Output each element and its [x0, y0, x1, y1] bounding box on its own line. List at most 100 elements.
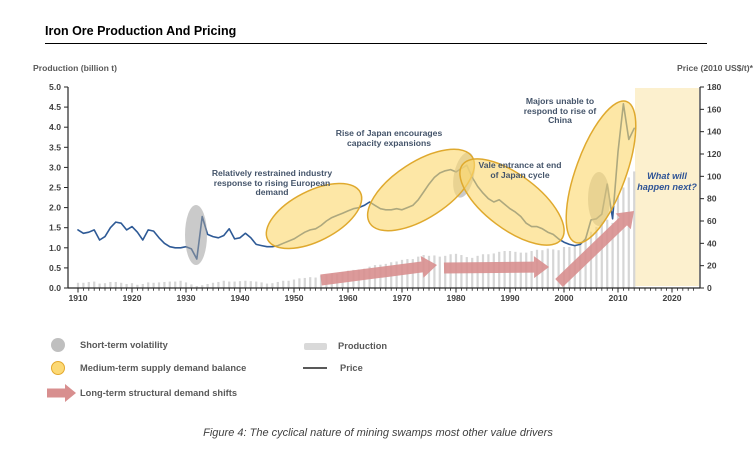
y-axis-tick-label: 1.5 [49, 223, 61, 233]
production-bar [211, 282, 215, 288]
production-bar [222, 280, 225, 288]
production-bar [201, 285, 204, 288]
x-axis-tick-label: 1990 [500, 293, 519, 303]
medium-term-balance-ellipse [265, 182, 363, 250]
production-bar [600, 221, 603, 288]
production-bar [557, 250, 560, 288]
y-axis-tick-label: 60 [707, 216, 717, 226]
y-axis-tick-label: 3.5 [49, 142, 61, 152]
production-bar [147, 282, 150, 288]
production-bar [552, 249, 555, 288]
production-bar [98, 283, 101, 288]
production-bar [298, 278, 301, 288]
legend-item-short-term: Short-term volatility [51, 338, 168, 352]
production-bar [217, 281, 220, 288]
x-axis-tick-label: 2020 [662, 293, 681, 303]
production-bar [627, 177, 630, 288]
production-bar [271, 283, 274, 288]
x-axis-tick-label: 1980 [446, 293, 465, 303]
production-bar [238, 281, 242, 288]
production-bar [562, 246, 566, 288]
y-axis-tick-label: 2.5 [49, 183, 61, 193]
production-bar [125, 283, 128, 288]
figure-title: Iron Ore Production And Pricing [45, 24, 707, 44]
legend-item-long-term: Long-term structural demand shifts [44, 384, 237, 402]
production-bar [438, 256, 441, 288]
y-axis-tick-label: 140 [707, 127, 722, 137]
production-bar [622, 187, 625, 288]
y-axis-tick-label: 80 [707, 194, 717, 204]
production-bar [595, 226, 598, 288]
production-bar [616, 195, 620, 288]
y-axis-tick-label: 5.0 [49, 82, 61, 92]
production-bar [141, 283, 144, 288]
production-bar-swatch-icon [304, 342, 327, 350]
forecast-band [635, 88, 699, 286]
production-bar [157, 282, 161, 288]
x-axis-tick-label: 1930 [176, 293, 195, 303]
chart-plot: 0.0 0.5 1.0 1.5 2.0 2.5 3.0 3.5 4.0 4.5 5.0 0 20 40 60… [49, 82, 722, 303]
production-bar [292, 279, 296, 288]
production-bar [633, 171, 636, 288]
right-axis-title: Price (2010 US$/t)* [677, 63, 753, 73]
chart-annotation: Relatively restrained industry response … [211, 168, 333, 198]
production-bar [314, 277, 317, 288]
production-bar [93, 281, 96, 288]
production-bar [249, 281, 252, 288]
production-bar [184, 282, 188, 288]
pink-arrow-icon [47, 384, 76, 402]
y-axis-tick-label: 1.0 [49, 243, 61, 253]
y-axis-tick-label: 40 [707, 238, 717, 248]
price-line-swatch-icon [303, 367, 327, 369]
medium-term-balance-ellipse [565, 100, 637, 244]
chart-annotation: Vale entrance at end of Japan cycle [478, 160, 562, 180]
production-bar [233, 281, 236, 288]
chart-annotation: Majors unable to respond to rise of Chin… [523, 96, 597, 126]
production-bar [130, 283, 134, 288]
production-bar [276, 281, 279, 288]
x-axis-tick-label: 1960 [338, 293, 357, 303]
production-bar [255, 281, 258, 288]
production-bar [287, 280, 290, 288]
grey-circle-icon [51, 338, 65, 352]
x-axis-tick-label: 1910 [68, 293, 87, 303]
y-axis-tick-label: 180 [707, 82, 722, 92]
production-bar [120, 282, 123, 288]
x-axis-tick-label: 2010 [608, 293, 627, 303]
y-axis-tick-label: 4.0 [49, 122, 61, 132]
production-bar [195, 285, 198, 288]
y-axis-tick-label: 0.5 [49, 263, 61, 273]
legend-label: Price [340, 363, 363, 373]
figure-caption: Figure 4: The cyclical nature of mining … [203, 427, 553, 439]
production-bar [82, 282, 85, 288]
production-bar [136, 284, 139, 288]
y-axis-tick-label: 4.5 [49, 102, 61, 112]
forecast-question-label: What will happen next? [637, 171, 697, 192]
y-axis-tick-label: 0.0 [49, 283, 61, 293]
production-bar [152, 282, 155, 288]
short-term-volatility-ellipse [185, 205, 207, 265]
y-axis-tick-label: 3.0 [49, 162, 61, 172]
production-bar [76, 282, 80, 288]
x-axis-tick-label: 1950 [284, 293, 303, 303]
chart-annotation: Rise of Japan encourages capacity expans… [335, 128, 443, 148]
y-axis-tick-label: 160 [707, 104, 722, 114]
production-bar [546, 248, 549, 288]
production-bar [179, 280, 182, 288]
legend-item-production: Production [304, 341, 387, 351]
production-bar [282, 280, 285, 288]
x-axis-tick-label: 1940 [230, 293, 249, 303]
long-term-shift-arrow [320, 256, 437, 286]
pink-arrow-shape [47, 384, 76, 402]
x-axis-tick-label: 2000 [554, 293, 573, 303]
production-bar [265, 283, 269, 288]
production-bar [87, 281, 90, 288]
production-bar [174, 281, 177, 288]
production-bar [114, 281, 117, 288]
y-axis-tick-label: 120 [707, 149, 722, 159]
production-bar [244, 280, 247, 288]
production-bar [303, 277, 306, 288]
y-axis-tick-label: 20 [707, 261, 717, 271]
production-bar [228, 281, 231, 288]
medium-term-balance-ellipse [366, 148, 476, 232]
